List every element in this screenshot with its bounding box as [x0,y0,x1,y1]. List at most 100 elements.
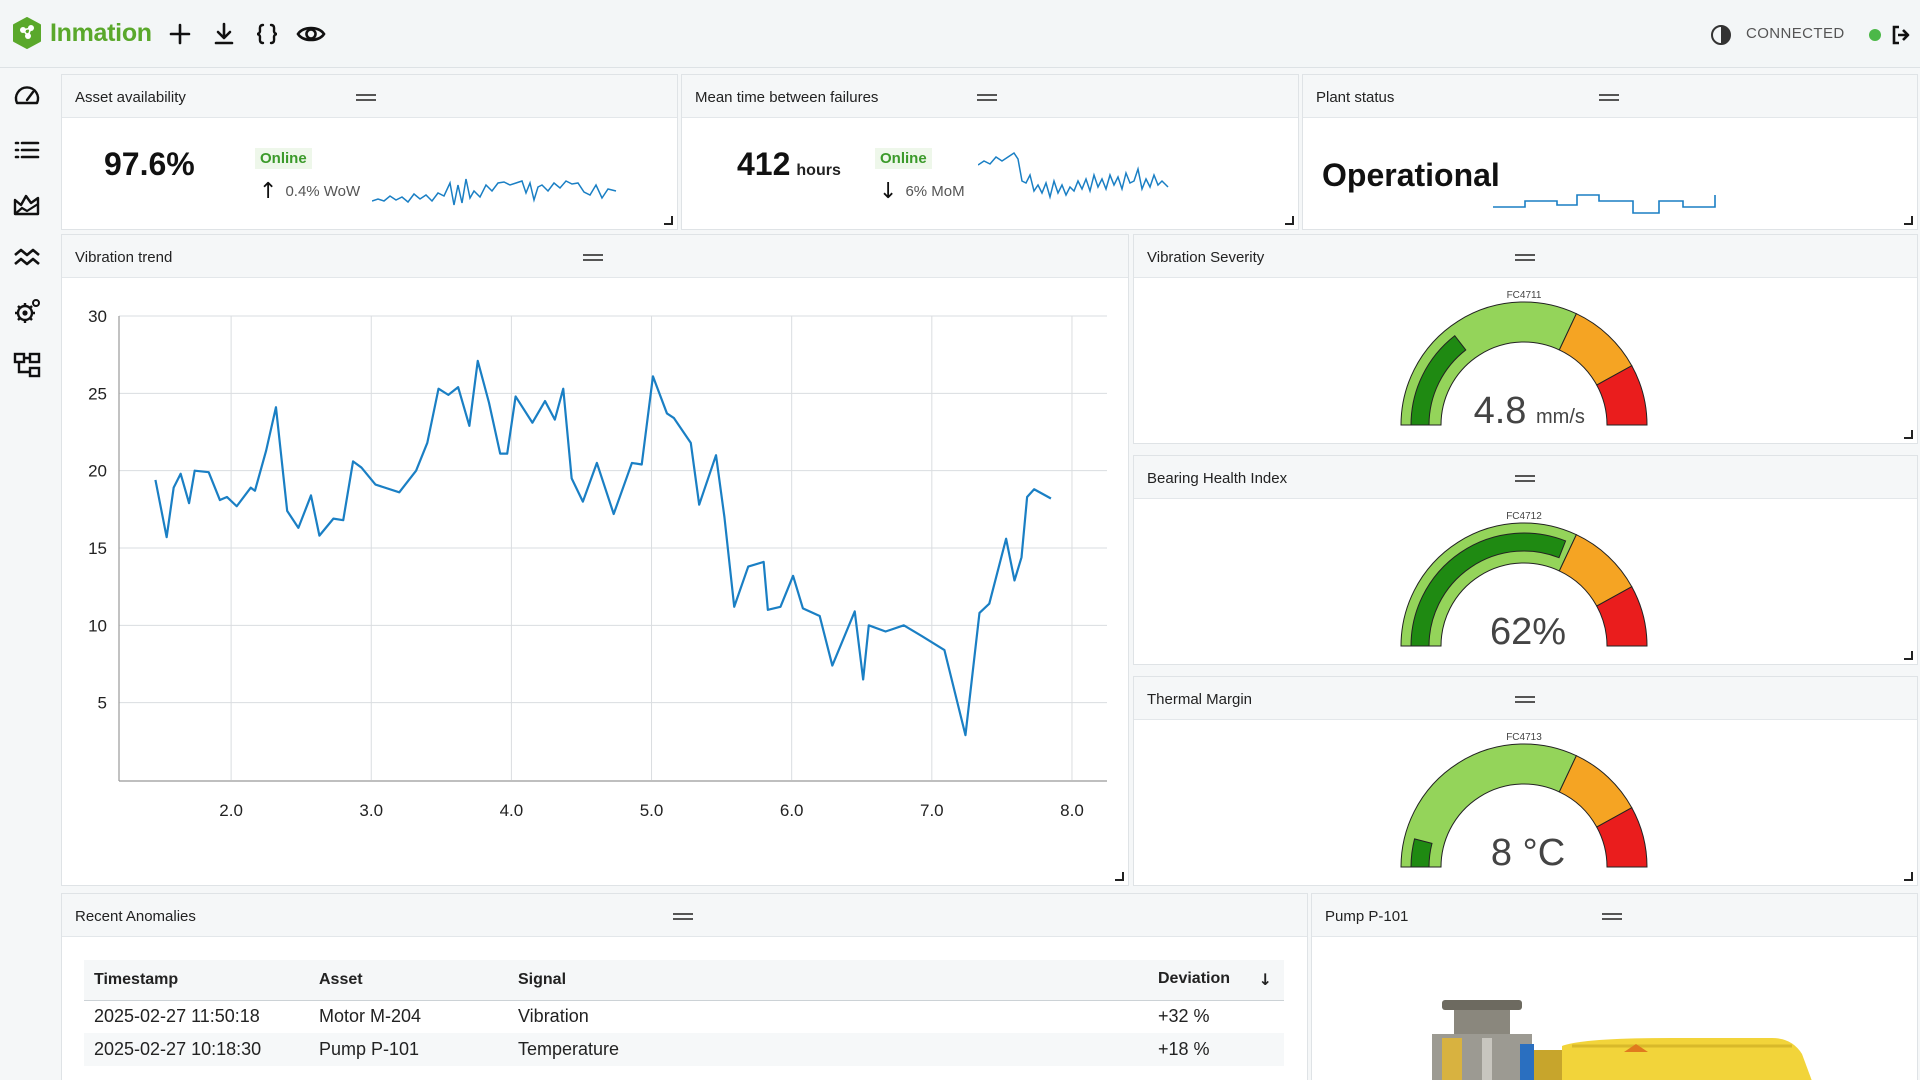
download-icon[interactable] [210,20,238,48]
gauge-value-band [1410,838,1433,868]
panel-header: Pump P-101 [1312,894,1917,937]
panel-title: Asset availability [75,89,186,106]
connection-dot-icon [1869,29,1881,41]
gauge-zone-good [1400,301,1578,426]
theme-toggle-icon[interactable] [1710,24,1732,46]
kpi-number: 412 [737,146,791,182]
trend-icon[interactable] [12,242,42,272]
table-cell: +18 % [1148,1033,1284,1066]
logout-icon[interactable] [1890,24,1912,46]
panel-header: Recent Anomalies [62,894,1307,937]
drag-handle-icon[interactable] [977,94,997,101]
gauge-tag: FC4713 [1506,732,1542,743]
connection-status: CONNECTED [1700,20,1920,48]
gauge-value-band [1410,532,1567,647]
panel-header: Bearing Health Index [1134,456,1917,499]
resize-handle-icon[interactable] [1904,651,1913,660]
recent-anomalies-panel: Recent Anomalies Timestamp Asset Signal … [61,893,1308,1080]
drag-handle-icon[interactable] [1599,94,1619,101]
column-header[interactable]: Asset [309,960,508,1001]
plant-status-value: Operational [1322,157,1500,193]
gauge-tag: FC4712 [1506,511,1542,522]
pump-panel: Pump P-101 [1311,893,1918,1080]
resize-handle-icon[interactable] [1285,216,1294,225]
gauge-unit: mm/s [1536,406,1585,428]
x-tick-label: 2.0 [219,801,243,820]
table-header-row: Timestamp Asset Signal Deviation ↓ [84,960,1284,1001]
top-bar: Inmation CONNECTED [0,0,1920,68]
mtbf-panel: Mean time between failures 412 hours Onli… [681,74,1299,230]
resize-handle-icon[interactable] [664,216,673,225]
drag-handle-icon[interactable] [356,94,376,101]
column-header[interactable]: Timestamp [84,960,309,1001]
thermal-margin-gauge: FC4713 8 °C [1400,732,1648,874]
kpi-unit: hours [796,162,841,179]
gauge-tag: FC4711 [1507,290,1542,301]
gauge-value: 8 °C [1491,832,1565,874]
vibration-trend-chart: 2.0 3.0 4.0 5.0 6.0 7.0 8.0 5 10 15 20 25 30 [88,307,1107,820]
thermal-margin-panel: Thermal Margin FC4713 8 °C [1133,676,1918,886]
area-chart-icon[interactable] [12,189,42,219]
settings-icon[interactable] [12,296,42,326]
table-row[interactable]: 2025-02-27 11:50:18 Motor M-204 Vibratio… [84,1000,1284,1033]
panel-title: Mean time between failures [695,89,879,106]
column-header-sorted[interactable]: Deviation ↓ [1148,960,1284,1001]
y-tick-label: 20 [88,462,107,481]
drag-handle-icon[interactable] [1515,475,1535,482]
eye-icon[interactable] [296,20,326,48]
drag-handle-icon[interactable] [1602,913,1622,920]
x-tick-label: 4.0 [500,801,524,820]
x-tick-label: 5.0 [640,801,664,820]
resize-handle-icon[interactable] [1904,872,1913,881]
y-tick-label: 5 [98,694,107,713]
table-row[interactable]: 2025-02-27 10:18:30 Pump P-101 Temperatu… [84,1033,1284,1066]
inmation-logo-icon [13,17,41,49]
x-tick-label: 8.0 [1060,801,1084,820]
bearing-health-panel: Bearing Health Index FC4712 62% [1133,455,1918,665]
resize-handle-icon[interactable] [1904,430,1913,439]
gauge-zone-good [1400,522,1578,647]
table-cell: 2025-02-27 11:50:18 [94,1006,260,1027]
column-header[interactable]: Signal [508,960,1148,1001]
plant-status-panel: Plant status Operational [1302,74,1918,230]
sort-down-icon[interactable]: ↓ [1258,970,1272,990]
arrow-up-icon: ↑ [259,179,278,204]
table-cell: Pump P-101 [309,1033,508,1066]
list-icon[interactable] [12,135,42,165]
braces-icon[interactable] [253,20,281,48]
gauge-zone-alarm [1596,586,1648,647]
y-tick-label: 10 [88,616,107,635]
table-cell: Vibration [518,1006,589,1027]
x-tick-label: 6.0 [780,801,804,820]
app-logo[interactable]: Inmation [12,17,152,49]
gauge-icon[interactable] [12,82,42,112]
vibration-severity-gauge: FC4711 4.8 mm/s [1400,290,1648,432]
gauge-zone-alarm [1596,807,1648,868]
panel-title: Recent Anomalies [75,908,196,925]
drag-handle-icon[interactable] [1515,254,1535,261]
panel-header: Vibration Severity [1134,235,1917,278]
add-icon[interactable] [166,20,194,48]
gauge-zone-good [1400,743,1578,868]
panel-title: Thermal Margin [1147,691,1253,708]
drag-handle-icon[interactable] [583,254,603,261]
availability-sparkline [372,178,617,206]
gauge-zone-alarm [1596,365,1648,426]
mtbf-sparkline [978,151,1169,200]
series-line[interactable] [154,359,1052,737]
pump-image [1432,1000,1812,1080]
bearing-health-gauge: FC4712 62% [1400,511,1648,653]
x-tick-label: 3.0 [359,801,383,820]
drag-handle-icon[interactable] [673,913,693,920]
asset-availability-panel: Asset availability 97.6% Online ↑ 0.4% W… [61,74,678,230]
trend-text: 6% MoM [905,183,965,200]
y-tick-label: 30 [88,307,107,326]
panel-title: Vibration Severity [1147,249,1265,266]
hierarchy-icon[interactable] [12,350,42,380]
resize-handle-icon[interactable] [1115,872,1124,881]
app-name: Inmation [50,18,152,47]
drag-handle-icon[interactable] [1515,696,1535,703]
resize-handle-icon[interactable] [1904,216,1913,225]
panel-header: Thermal Margin [1134,677,1917,720]
kpi-trend: ↑ 0.4% WoW [259,179,360,204]
